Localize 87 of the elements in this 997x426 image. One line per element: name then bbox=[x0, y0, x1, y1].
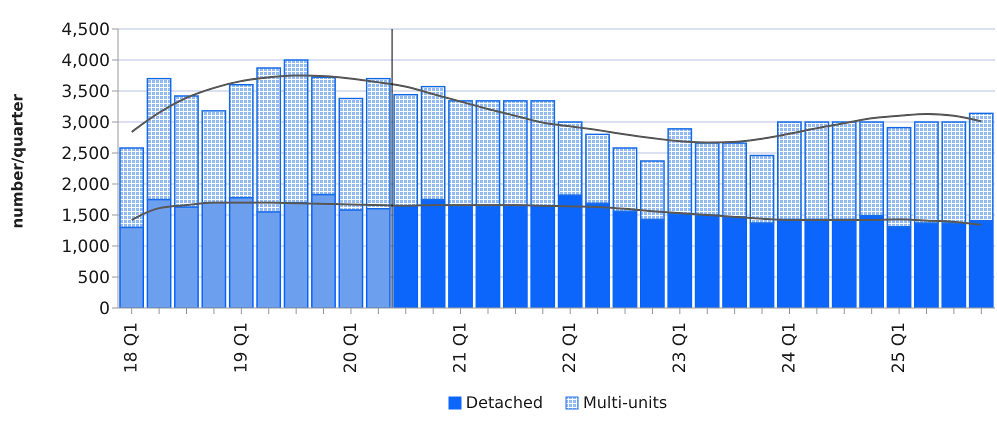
y-tick-label: 500 bbox=[78, 268, 110, 288]
bar bbox=[640, 218, 665, 308]
bar bbox=[914, 121, 939, 224]
bar bbox=[393, 94, 418, 206]
bar bbox=[311, 76, 336, 196]
bar bbox=[338, 98, 364, 211]
bar bbox=[530, 100, 556, 206]
bar bbox=[420, 198, 446, 308]
bar bbox=[886, 126, 912, 228]
line-series bbox=[130, 202, 982, 226]
bar bbox=[777, 218, 802, 308]
bar bbox=[750, 222, 774, 308]
bar bbox=[174, 206, 199, 308]
bar bbox=[448, 204, 473, 308]
y-axis-title: number/quarter bbox=[8, 93, 26, 228]
legend-label: Multi-units bbox=[582, 393, 668, 412]
bar bbox=[476, 100, 500, 206]
bar bbox=[612, 147, 638, 212]
bar bbox=[667, 128, 692, 215]
x-tick-label: 21 Q1 bbox=[450, 322, 471, 374]
bar bbox=[968, 112, 994, 222]
bar bbox=[859, 214, 884, 308]
bar bbox=[119, 147, 144, 228]
bar bbox=[256, 211, 282, 308]
bar bbox=[448, 100, 473, 206]
bar bbox=[941, 222, 966, 308]
bar bbox=[941, 121, 966, 224]
bar bbox=[804, 218, 830, 308]
bar bbox=[722, 142, 747, 218]
bar bbox=[228, 84, 254, 198]
bar bbox=[832, 121, 857, 220]
bar bbox=[914, 222, 939, 308]
bar bbox=[502, 204, 528, 308]
bar bbox=[694, 142, 720, 216]
x-tick-label: 25 Q1 bbox=[889, 322, 910, 374]
bar bbox=[777, 121, 802, 220]
x-tick-label: 18 Q1 bbox=[122, 322, 142, 374]
x-tick-label: 19 Q1 bbox=[231, 322, 252, 374]
bar bbox=[585, 134, 610, 204]
bar bbox=[284, 59, 308, 204]
bar bbox=[311, 194, 336, 308]
bar bbox=[722, 216, 747, 308]
bar bbox=[585, 202, 610, 308]
bar bbox=[366, 208, 391, 308]
x-tick-label: 23 Q1 bbox=[670, 322, 690, 374]
x-tick-label: 22 Q1 bbox=[560, 322, 580, 374]
bar bbox=[119, 226, 144, 308]
bar bbox=[201, 202, 226, 308]
bar bbox=[558, 194, 583, 308]
bar bbox=[420, 86, 446, 200]
bar bbox=[530, 204, 556, 308]
y-tick-label: 4,000 bbox=[61, 51, 110, 72]
bar bbox=[612, 210, 638, 308]
y-tick-label: 3,500 bbox=[61, 82, 110, 102]
bar bbox=[667, 213, 692, 308]
bar bbox=[366, 78, 391, 210]
y-tick-label: 2,000 bbox=[61, 175, 110, 196]
bar bbox=[338, 209, 364, 308]
bar bbox=[832, 218, 857, 308]
bar bbox=[146, 198, 172, 308]
bar bbox=[750, 154, 774, 224]
bar bbox=[284, 202, 308, 308]
bar bbox=[228, 196, 254, 308]
bar bbox=[694, 214, 720, 308]
bar bbox=[886, 226, 912, 308]
y-tick-label: 0 bbox=[99, 299, 110, 320]
bar bbox=[393, 204, 418, 308]
y-tick-label: 1,000 bbox=[61, 237, 110, 258]
y-tick-label: 4,500 bbox=[61, 20, 110, 40]
bar bbox=[201, 110, 226, 204]
bar bbox=[256, 67, 282, 213]
legend-label: Detached bbox=[464, 393, 543, 412]
bar bbox=[174, 95, 199, 208]
bar bbox=[804, 121, 830, 220]
y-tick-label: 3,000 bbox=[61, 113, 110, 134]
bar bbox=[859, 121, 884, 216]
y-tick-label: 1,500 bbox=[61, 206, 110, 226]
bar bbox=[640, 160, 665, 220]
x-tick-label: 20 Q1 bbox=[340, 322, 361, 374]
x-tick-label: 24 Q1 bbox=[779, 322, 800, 374]
bar bbox=[558, 121, 583, 196]
y-tick-label: 2,500 bbox=[61, 144, 110, 164]
bar bbox=[146, 78, 172, 200]
bar bbox=[502, 100, 528, 206]
bar bbox=[476, 204, 500, 308]
bar bbox=[968, 220, 994, 308]
line-series bbox=[130, 74, 982, 144]
